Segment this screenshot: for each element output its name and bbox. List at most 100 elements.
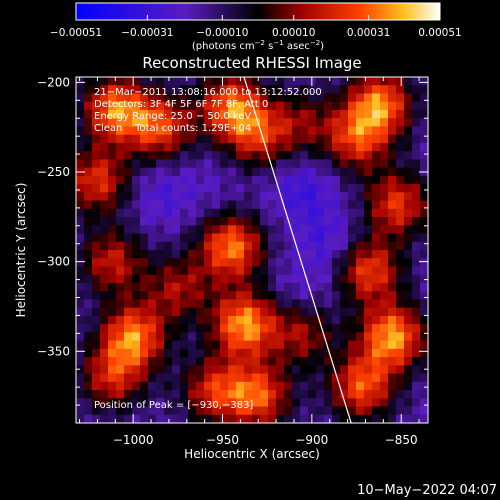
colorbar xyxy=(75,2,441,21)
heatmap-cell xyxy=(308,225,317,235)
heatmap-cell xyxy=(164,390,173,399)
heatmap-cell xyxy=(108,406,117,416)
heatmap-cell xyxy=(252,151,261,160)
heatmap-cell xyxy=(180,365,189,375)
heatmap-cell xyxy=(220,348,229,358)
heatmap-cell xyxy=(188,332,197,342)
heatmap-cell xyxy=(180,142,189,152)
x-tick-label: −900 xyxy=(295,433,328,447)
heatmap-cell xyxy=(100,217,109,226)
heatmap-cell xyxy=(132,258,141,268)
heatmap-cell xyxy=(180,357,189,366)
heatmap-cell xyxy=(292,373,301,383)
heatmap-cell xyxy=(412,109,421,119)
heatmap-cell xyxy=(204,390,213,399)
heatmap-cell xyxy=(204,142,213,152)
heatmap-cell xyxy=(196,282,205,292)
heatmap-cell xyxy=(404,175,413,185)
heatmap-cell xyxy=(124,348,133,358)
heatmap-cell xyxy=(220,398,229,408)
heatmap-cell xyxy=(244,381,253,391)
heatmap-cell xyxy=(164,258,173,268)
heatmap-cell xyxy=(108,266,117,276)
heatmap-cell xyxy=(220,167,229,177)
heatmap-cell xyxy=(292,381,301,391)
heatmap-cell xyxy=(324,266,333,276)
heatmap-cell xyxy=(180,266,189,276)
heatmap-cell xyxy=(284,208,293,218)
heatmap-cell xyxy=(140,225,149,235)
heatmap-cell xyxy=(388,233,397,243)
heatmap-cell xyxy=(372,373,381,383)
heatmap-cell xyxy=(244,282,253,292)
heatmap-cell xyxy=(348,233,357,243)
heatmap-cell xyxy=(188,101,197,111)
heatmap-cell xyxy=(156,200,165,210)
heatmap-cell xyxy=(132,241,141,251)
heatmap-cell xyxy=(340,266,349,276)
heatmap-cell xyxy=(284,85,293,95)
heatmap-cell xyxy=(308,241,317,251)
heatmap-cell xyxy=(420,324,428,333)
heatmap-cell xyxy=(380,118,389,128)
heatmap-cell xyxy=(404,390,413,399)
heatmap-cell xyxy=(396,109,405,119)
heatmap-cell xyxy=(156,381,165,391)
heatmap-cell xyxy=(364,233,373,243)
heatmap-cell xyxy=(420,184,428,193)
heatmap-cell xyxy=(228,225,237,235)
heatmap-cell xyxy=(76,93,85,103)
heatmap-cell xyxy=(172,250,181,259)
heatmap-cell xyxy=(188,85,197,95)
heatmap-cell xyxy=(252,414,261,423)
heatmap-cell xyxy=(92,291,101,301)
heatmap-cell xyxy=(116,134,125,144)
heatmap-cell xyxy=(348,291,357,301)
heatmap-cell xyxy=(180,398,189,408)
heatmap-cell xyxy=(212,126,221,136)
heatmap-cell xyxy=(148,373,157,383)
heatmap-cell xyxy=(196,274,205,284)
heatmap-cell xyxy=(148,159,157,169)
heatmap-cell xyxy=(324,93,333,103)
heatmap-cell xyxy=(404,373,413,383)
heatmap-cell xyxy=(148,126,157,136)
heatmap-cell xyxy=(220,414,229,423)
heatmap-cell xyxy=(188,217,197,226)
heatmap-cell xyxy=(132,398,141,408)
heatmap-cell xyxy=(84,200,93,210)
heatmap-cell xyxy=(372,250,381,259)
heatmap-cell xyxy=(180,85,189,95)
heatmap-cell xyxy=(212,167,221,177)
heatmap-cell xyxy=(156,282,165,292)
heatmap-cell xyxy=(348,200,357,210)
heatmap-cell xyxy=(340,208,349,218)
heatmap-cell xyxy=(348,274,357,284)
heatmap-cell xyxy=(380,85,389,95)
heatmap-cell xyxy=(276,77,285,86)
heatmap-cell xyxy=(84,250,93,259)
heatmap-cell xyxy=(172,406,181,416)
heatmap-cell xyxy=(172,118,181,128)
heatmap-cell xyxy=(92,126,101,136)
heatmap-cell xyxy=(348,365,357,375)
heatmap-cell xyxy=(196,151,205,160)
heatmap-cell xyxy=(188,126,197,136)
heatmap-cell xyxy=(156,77,165,86)
heatmap-cell xyxy=(332,398,341,408)
heatmap-cell xyxy=(236,159,245,169)
heatmap-cell xyxy=(252,274,261,284)
heatmap-cell xyxy=(244,250,253,259)
heatmap-cell xyxy=(356,266,365,276)
heatmap-cell xyxy=(372,134,381,144)
heatmap-cell xyxy=(356,167,365,177)
heatmap-cell xyxy=(292,348,301,358)
heatmap-cell xyxy=(420,159,428,169)
heatmap-cell xyxy=(396,126,405,136)
heatmap-cell xyxy=(372,225,381,235)
heatmap-cell xyxy=(372,85,381,95)
heatmap-cell xyxy=(236,406,245,416)
heatmap-cell xyxy=(420,200,428,210)
heatmap-cell xyxy=(348,167,357,177)
heatmap-cell xyxy=(324,109,333,119)
